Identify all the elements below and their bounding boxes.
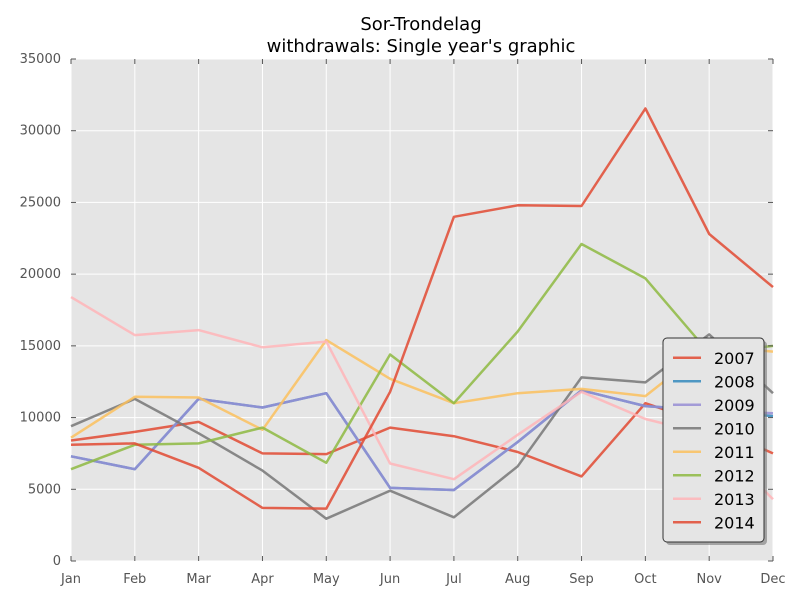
legend-label-2009: 2009 xyxy=(714,396,755,415)
x-tick-label: Jan xyxy=(60,572,81,587)
legend-label-2007: 2007 xyxy=(714,349,755,368)
x-tick-label: Feb xyxy=(123,572,146,587)
x-tick-label: Dec xyxy=(760,572,785,587)
y-tick-label: 5000 xyxy=(28,482,61,497)
chart-title-line1: Sor-Trondelag xyxy=(360,14,481,35)
legend-label-2010: 2010 xyxy=(714,419,755,438)
series-line-2013 xyxy=(70,296,774,501)
x-tick-label: May xyxy=(313,572,340,587)
x-tick-label: Jun xyxy=(379,572,400,587)
y-tick-label: 25000 xyxy=(20,195,61,210)
chart-title-line2: withdrawals: Single year's graphic xyxy=(267,36,576,57)
legend-label-2012: 2012 xyxy=(714,466,755,485)
x-tick-label: Apr xyxy=(251,572,274,587)
x-tick-label: Aug xyxy=(505,572,530,587)
plot-area xyxy=(71,59,773,561)
tick-layer: Jan Feb Mar Apr May Jun Jul Aug Sep Oct Nov Dec 0 500… xyxy=(20,52,786,587)
legend-label-2008: 2008 xyxy=(714,372,755,391)
legend: 2007 2008 2009 2010 2011 2012 2013 2014 xyxy=(662,337,767,545)
x-tick-label: Oct xyxy=(634,572,656,587)
series-line-2014 xyxy=(70,107,774,510)
y-tick-label: 10000 xyxy=(20,411,61,426)
legend-box xyxy=(662,337,765,543)
y-tick-label: 30000 xyxy=(20,124,61,139)
x-tick-label: Nov xyxy=(696,572,722,587)
series-line-2011 xyxy=(70,338,774,439)
x-tick-label: Jul xyxy=(445,572,462,587)
series-line-2009 xyxy=(70,389,774,492)
legend-label-2014: 2014 xyxy=(714,513,755,532)
y-tick-label: 20000 xyxy=(20,267,61,282)
y-tick-label: 0 xyxy=(53,554,61,569)
legend-label-2011: 2011 xyxy=(714,443,755,462)
legend-label-2013: 2013 xyxy=(714,490,755,509)
series-layer xyxy=(70,107,774,520)
series-line-2010 xyxy=(70,333,774,520)
y-tick-label: 15000 xyxy=(20,339,61,354)
x-tick-label: Sep xyxy=(569,572,594,587)
x-tick-label: Mar xyxy=(186,572,211,587)
y-tick-label: 35000 xyxy=(20,52,61,67)
series-line-2012 xyxy=(70,242,774,471)
